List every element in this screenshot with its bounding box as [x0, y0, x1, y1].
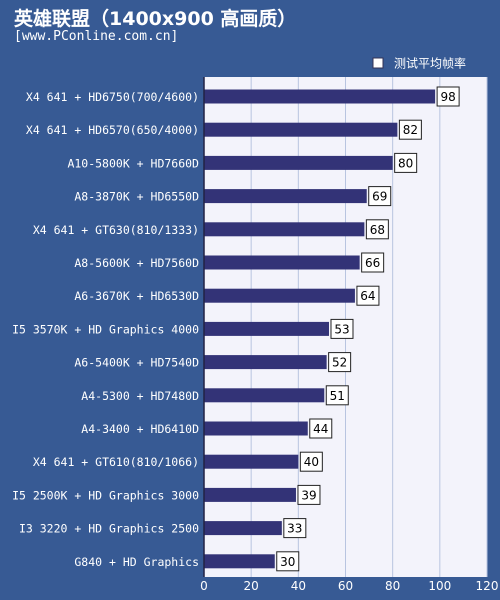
x-tick-label: 40: [291, 579, 306, 593]
value-label: 30: [280, 555, 295, 569]
category-label: A4-5300 + HD7480D: [81, 389, 199, 403]
bar: [204, 487, 296, 502]
category-label: X4 641 + GT610(810/1066): [33, 455, 199, 469]
chart-subtitle: [www.PConline.com.cn]: [14, 29, 179, 44]
value-label: 66: [365, 256, 380, 270]
value-label-box: [356, 285, 380, 306]
category-label: X4 641 + HD6570(650/4000): [26, 123, 199, 137]
value-label-box: [361, 252, 385, 273]
category-label: A4-3400 + HD6410D: [81, 422, 199, 436]
category-label: A6-3670K + HD6530D: [74, 289, 199, 303]
value-label: 80: [398, 156, 413, 170]
value-label-box: [283, 518, 307, 539]
x-tick-label: 60: [338, 579, 353, 593]
x-tick-label: 120: [476, 579, 499, 593]
value-label-box: [330, 318, 354, 339]
value-label: 98: [440, 90, 455, 104]
value-label-box: [436, 86, 460, 107]
bar: [204, 255, 360, 270]
category-label: I5 3570K + HD Graphics 4000: [12, 322, 199, 336]
value-label: 44: [313, 422, 328, 436]
x-tick-label: 80: [385, 579, 400, 593]
chart-title: 英雄联盟（1400x900 高画质）: [14, 8, 297, 30]
bar: [204, 355, 327, 370]
x-tick-label: 0: [200, 579, 208, 593]
category-labels: X4 641 + HD6750(700/4600) X4 641 + HD6570…: [12, 90, 199, 569]
legend-marker: [372, 57, 384, 69]
category-label: A8-5600K + HD7560D: [74, 256, 199, 270]
value-label: 53: [334, 322, 349, 336]
value-label: 64: [360, 289, 375, 303]
bar: [204, 288, 355, 303]
bar: [204, 554, 275, 569]
category-label: I5 2500K + HD Graphics 3000: [12, 488, 199, 502]
category-label: A8-3870K + HD6550D: [74, 190, 199, 204]
category-label: G840 + HD Graphics: [74, 555, 199, 569]
value-label-box: [299, 451, 323, 472]
value-label-box: [365, 219, 389, 240]
value-label: 33: [287, 522, 302, 536]
value-label: 40: [304, 455, 319, 469]
category-label: X4 641 + HD6750(700/4600): [26, 90, 199, 104]
value-label-box: [368, 186, 392, 207]
value-label: 68: [370, 223, 385, 237]
value-label: 82: [403, 123, 418, 137]
x-axis-tick-labels: 0 20 40 60 80 100 120: [200, 579, 498, 593]
value-label-box: [325, 385, 349, 406]
value-label-box: [328, 352, 352, 373]
bar: [204, 454, 299, 469]
bar: [204, 321, 329, 336]
value-label: 39: [301, 488, 316, 502]
bar: [204, 388, 325, 403]
category-label: I3 3220 + HD Graphics 2500: [19, 522, 199, 536]
value-label-box: [276, 551, 300, 572]
bar-series: 98 82 80 69 68 66 64 53 52 51 44 40 39 33 30: [204, 86, 460, 572]
bar: [204, 521, 282, 536]
legend-label: 测试平均帧率: [394, 56, 466, 71]
category-label: A10-5800K + HD7660D: [67, 156, 199, 170]
value-label: 52: [332, 356, 347, 370]
bar: [204, 155, 393, 170]
legend: 测试平均帧率: [372, 56, 466, 71]
value-label: 51: [330, 389, 345, 403]
value-label-box: [394, 152, 418, 173]
category-label: A6-5400K + HD7540D: [74, 356, 199, 370]
x-tick-label: 20: [244, 579, 259, 593]
bar: [204, 222, 365, 237]
value-label-box: [309, 418, 333, 439]
bar: [204, 89, 436, 104]
x-tick-label: 100: [428, 579, 451, 593]
category-label: X4 641 + GT630(810/1333): [33, 223, 199, 237]
value-label-box: [398, 119, 422, 140]
bar: [204, 189, 367, 204]
bar: [204, 421, 308, 436]
value-label: 69: [372, 190, 387, 204]
value-label-box: [297, 484, 321, 505]
bar: [204, 122, 398, 137]
